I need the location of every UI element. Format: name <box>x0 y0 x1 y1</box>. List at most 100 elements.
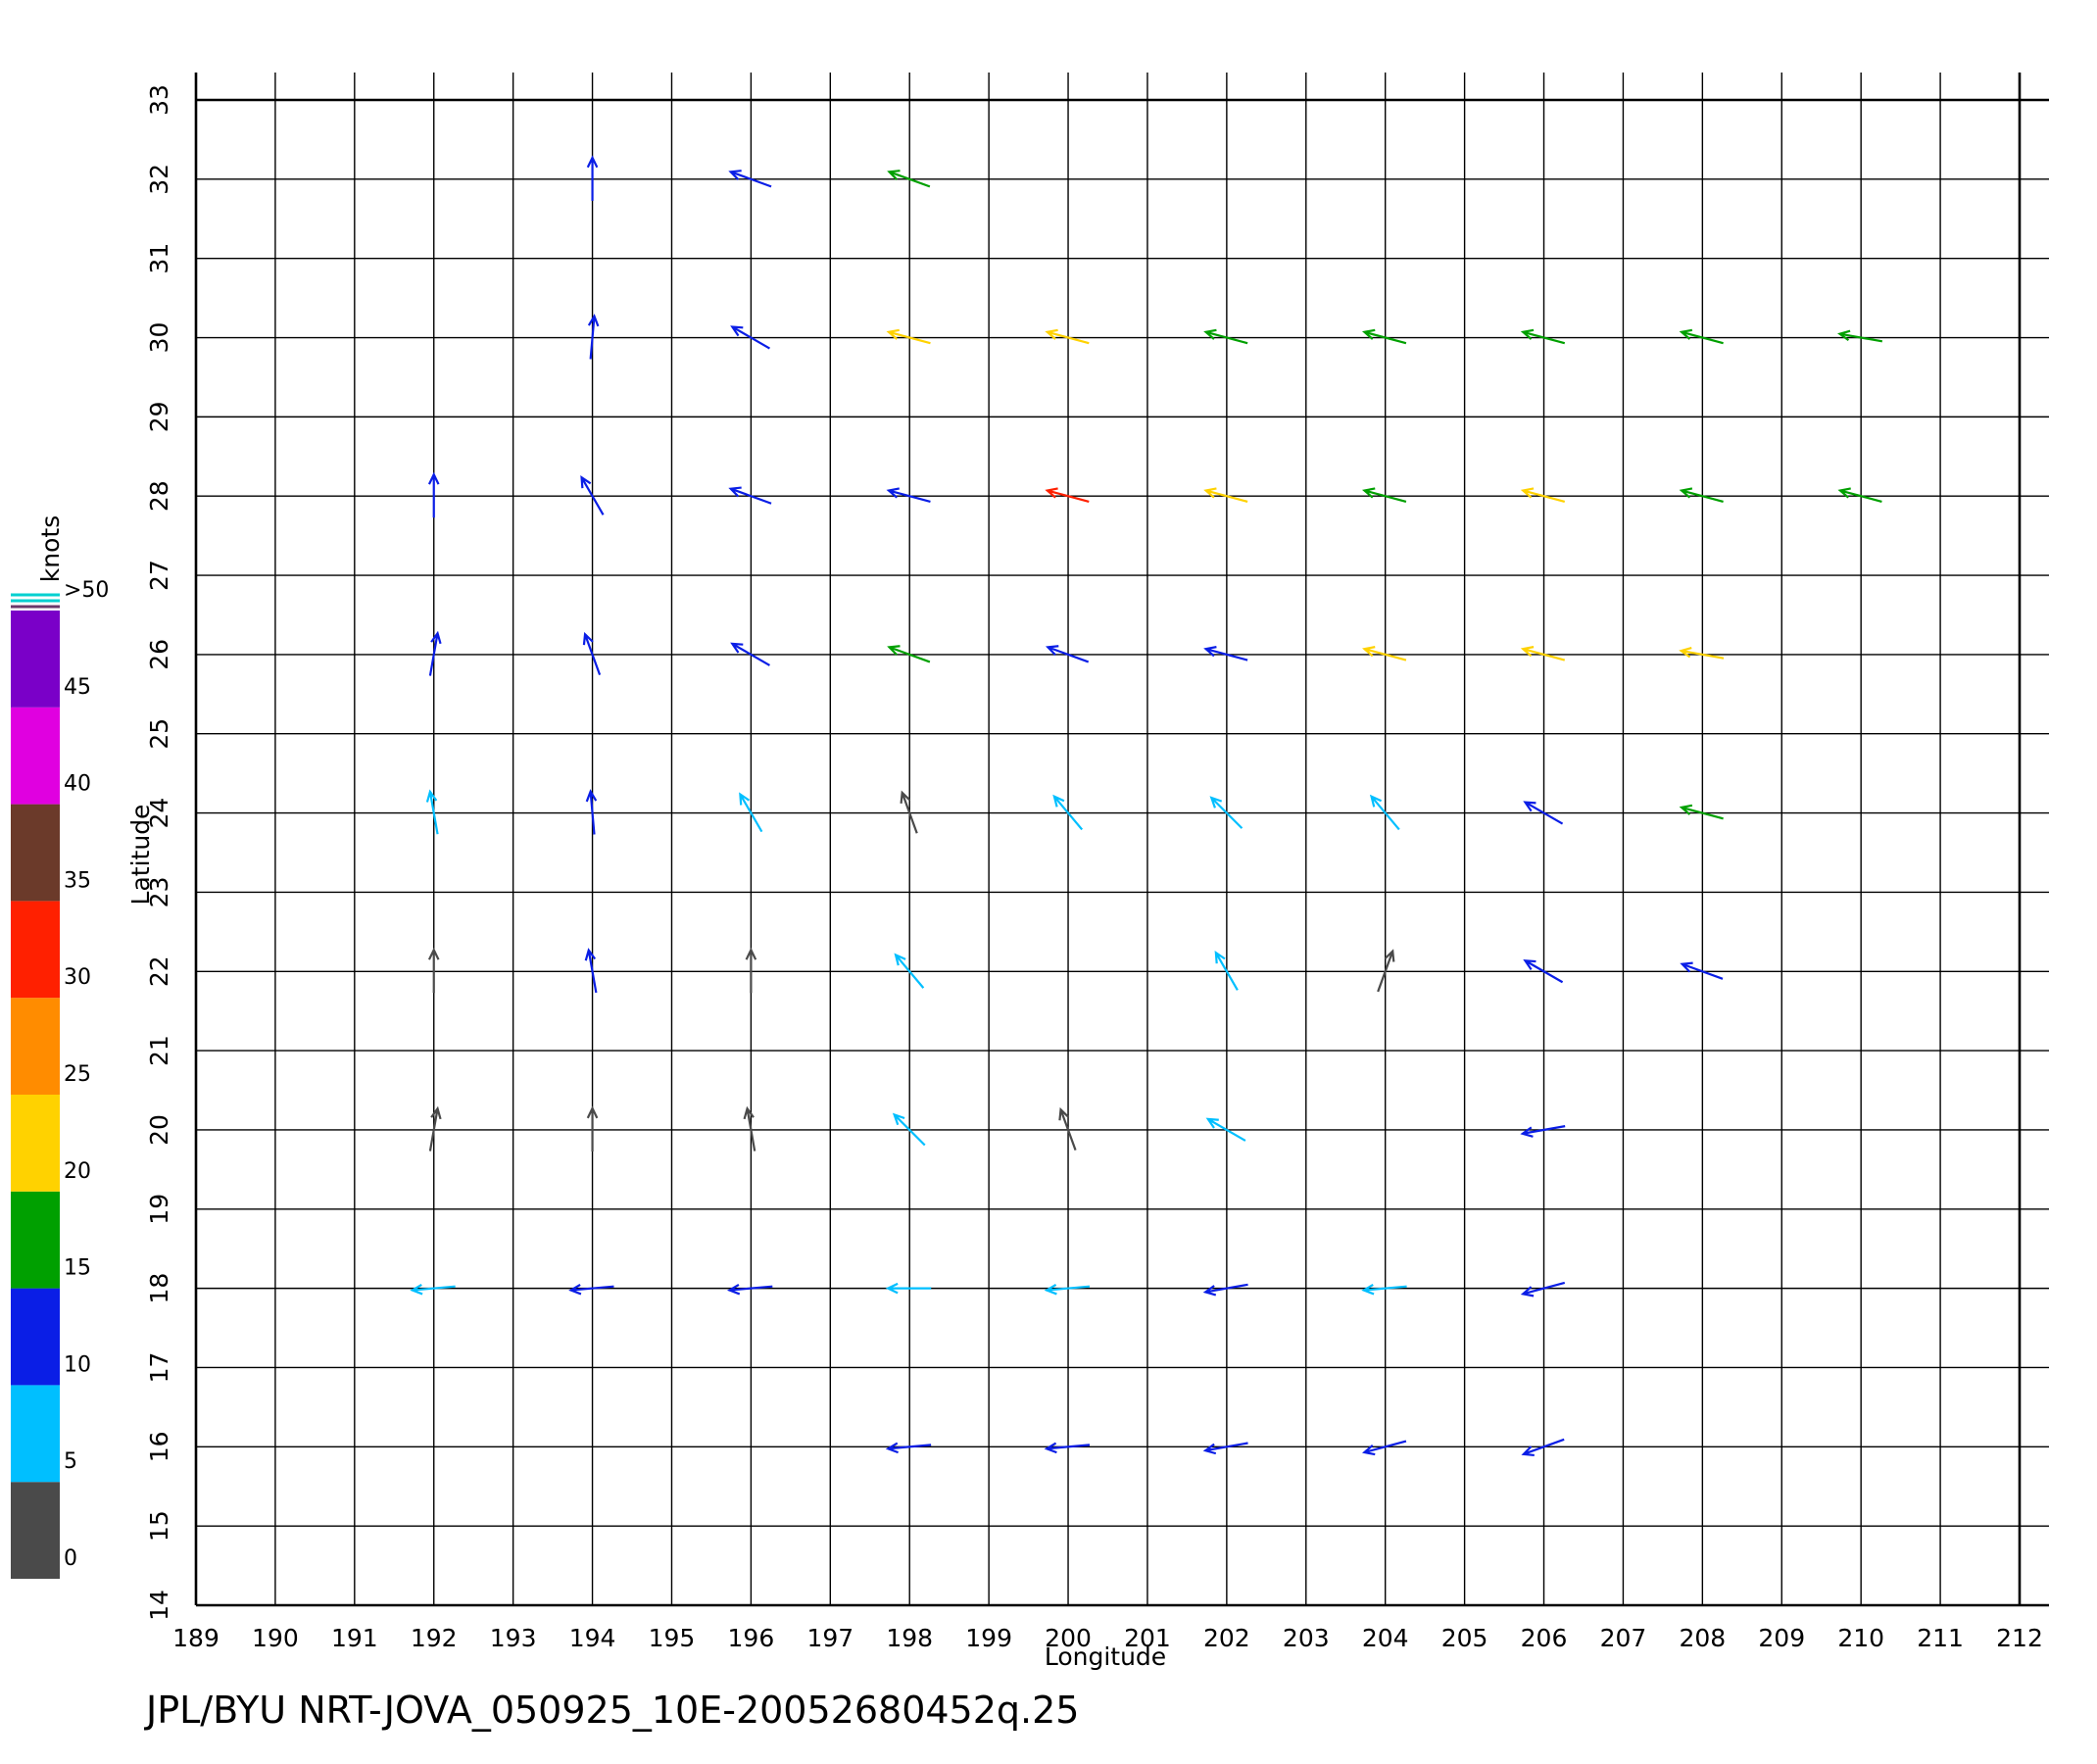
wind-arrow <box>1203 328 1248 345</box>
wind-arrow <box>1520 487 1566 503</box>
wind-arrow <box>1377 949 1395 993</box>
wind-arrow <box>1520 328 1566 345</box>
wind-arrow <box>1369 794 1400 831</box>
wind-arrow <box>587 314 600 360</box>
wind-arrow <box>1052 794 1084 831</box>
wind-arrow <box>1679 328 1724 345</box>
x-tick-label: 197 <box>806 1624 853 1652</box>
colorbar-tick-label: 45 <box>64 675 91 700</box>
colorbar-tick-label: 40 <box>64 772 91 797</box>
wind-arrow <box>1520 646 1566 662</box>
colorbar-tick-label: >50 <box>64 578 109 603</box>
colorbar-tick-label: 15 <box>64 1256 91 1281</box>
wind-arrow <box>1202 1283 1248 1297</box>
y-tick-label: 24 <box>145 798 173 829</box>
y-tick-label: 18 <box>145 1273 173 1304</box>
colorbar-tick-label: 35 <box>64 868 91 893</box>
wind-arrow <box>1523 801 1564 825</box>
y-tick-label: 27 <box>145 560 173 591</box>
wind-arrow <box>1205 1117 1246 1142</box>
wind-arrow <box>1045 487 1090 503</box>
wind-arrow <box>1523 958 1564 984</box>
y-tick-label: 17 <box>145 1352 173 1384</box>
wind-arrow <box>1680 961 1724 980</box>
wind-arrow <box>885 1442 932 1454</box>
wind-arrow <box>425 789 439 835</box>
wind-arrow <box>887 645 931 663</box>
colorbar-tick-label: 10 <box>64 1352 91 1377</box>
y-tick-label: 14 <box>145 1590 173 1621</box>
colorbar-bin <box>11 1288 60 1386</box>
x-tick-label: 191 <box>331 1624 378 1652</box>
wind-arrow <box>1837 487 1882 503</box>
wind-arrow <box>1521 1438 1565 1457</box>
wind-arrow <box>585 789 598 835</box>
x-axis-label: Longitude <box>1045 1642 1166 1671</box>
wind-arrow <box>410 1283 456 1296</box>
colorbar-bin <box>11 901 60 999</box>
wind-arrow <box>745 947 757 994</box>
y-tick-label: 16 <box>145 1431 173 1462</box>
colorbar-bin <box>11 998 60 1095</box>
y-axis-label: Latitude <box>126 805 155 906</box>
colorbar-tick-label: 0 <box>64 1546 77 1571</box>
x-tick-label: 202 <box>1203 1624 1250 1652</box>
wind-arrow <box>900 790 918 834</box>
x-tick-label: 204 <box>1362 1624 1409 1652</box>
wind-arrow <box>1362 487 1407 503</box>
colorbar-bin <box>11 1482 60 1579</box>
x-tick-label: 209 <box>1758 1624 1805 1652</box>
wind-arrow <box>892 1112 926 1147</box>
colorbar-bin <box>11 1191 60 1289</box>
wind-arrow <box>1837 329 1883 343</box>
wind-arrow <box>1679 647 1725 660</box>
wind-arrow <box>586 155 599 201</box>
wind-arrow <box>1214 951 1239 991</box>
y-tick-label: 15 <box>145 1510 173 1542</box>
x-tick-label: 194 <box>569 1624 616 1652</box>
wind-arrow <box>743 1105 756 1152</box>
wind-arrow <box>582 631 602 675</box>
wind-arrow <box>1058 1106 1077 1151</box>
y-tick-label: 30 <box>145 322 173 354</box>
x-tick-label: 189 <box>172 1624 219 1652</box>
y-tick-label: 29 <box>145 401 173 432</box>
x-tick-label: 212 <box>1996 1624 2043 1652</box>
y-tick-label: 31 <box>145 243 173 274</box>
wind-arrow <box>427 471 440 518</box>
colorbar-bin <box>11 611 60 708</box>
x-tick-label: 211 <box>1917 1624 1964 1652</box>
wind-arrow <box>887 170 931 188</box>
wind-arrow <box>1362 1440 1407 1456</box>
colorbar-tick-label: 25 <box>64 1062 91 1087</box>
wind-arrow <box>1679 487 1724 503</box>
colorbar-bin <box>11 1095 60 1192</box>
wind-arrow <box>568 1283 614 1296</box>
wind-arrow <box>885 1282 932 1295</box>
wind-arrow <box>1203 487 1248 503</box>
colorbar-cap <box>11 593 60 609</box>
x-tick-label: 208 <box>1679 1624 1726 1652</box>
y-tick-label: 26 <box>145 639 173 670</box>
colorbar-label: knots <box>36 515 65 582</box>
wind-arrow <box>580 474 605 515</box>
wind-arrow <box>1203 646 1248 662</box>
x-tick-label: 199 <box>965 1624 1012 1652</box>
colorbar-tick-label: 5 <box>64 1449 77 1474</box>
x-tick-label: 210 <box>1837 1624 1884 1652</box>
y-tick-label: 32 <box>145 164 173 195</box>
wind-arrow <box>728 170 772 188</box>
y-tick-label: 21 <box>145 1035 173 1066</box>
y-tick-label: 23 <box>145 877 173 908</box>
x-tick-label: 195 <box>649 1624 696 1652</box>
y-tick-label: 33 <box>145 84 173 116</box>
wind-arrow <box>739 792 763 833</box>
wind-arrow <box>428 630 442 676</box>
wind-arrow <box>1520 1125 1566 1138</box>
wind-arrow <box>1044 1283 1091 1296</box>
wind-arrow <box>1362 646 1407 662</box>
wind-arrow <box>1045 328 1090 345</box>
wind-arrow <box>1209 796 1244 829</box>
